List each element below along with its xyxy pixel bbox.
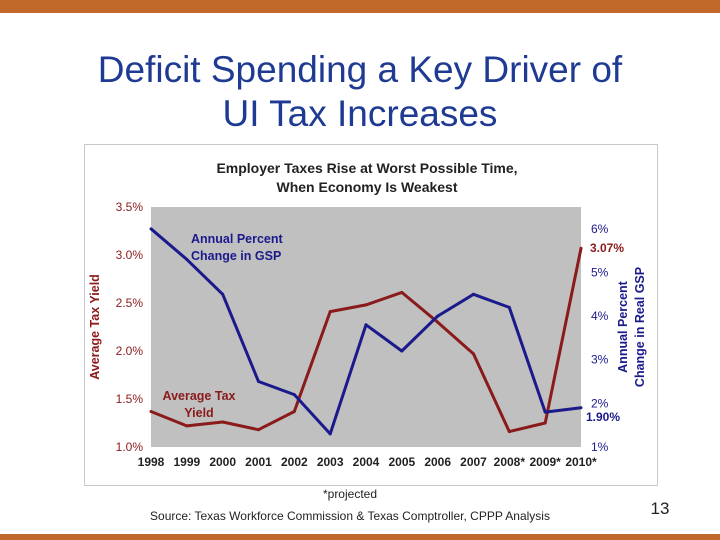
right-axis-label-line-1: Annual Percent	[616, 280, 630, 373]
gsp-change-point	[364, 323, 368, 327]
left-axis-label: Average Tax Yield	[88, 274, 102, 380]
tax-end-value-label: 3.07%	[590, 241, 624, 255]
right-axis-tick-label: 6%	[591, 222, 609, 236]
right-axis-label-line-2: Change in Real GSP	[633, 267, 647, 387]
top-accent-bar	[0, 0, 720, 13]
gsp-change-point	[257, 380, 260, 384]
gsp-change-point	[579, 406, 583, 410]
x-axis-tick-label: 2009*	[529, 455, 561, 469]
chart-title-line-2: When Economy Is Weakest	[276, 179, 457, 195]
x-axis-tick-label: 2008*	[494, 455, 526, 469]
tax-yield-point	[400, 290, 404, 294]
right-axis-tick-label: 1%	[591, 440, 609, 454]
x-axis-tick-label: 2003	[317, 455, 344, 469]
tax-yield-point	[185, 424, 189, 428]
x-axis-tick-label: 2007	[460, 455, 487, 469]
line-chart: Employer Taxes Rise at Worst Possible Ti…	[88, 160, 647, 469]
gsp-change-point	[185, 257, 189, 261]
tax-yield-point	[328, 310, 332, 314]
slide-title-line-2: UI Tax Increases	[222, 93, 498, 134]
tax-yield-point	[579, 246, 583, 250]
page-number: 13	[650, 499, 670, 518]
gsp-end-value-label: 1.90%	[586, 410, 620, 424]
gsp-change-point	[292, 393, 296, 397]
gsp-change-point	[328, 432, 332, 436]
chart-title-line-1: Employer Taxes Rise at Worst Possible Ti…	[216, 160, 517, 176]
tax-yield-point	[364, 303, 368, 307]
x-axis-tick-label: 2006	[424, 455, 451, 469]
tax-yield-point	[543, 421, 547, 425]
gsp-series-label-line-1: Annual Percent	[191, 232, 284, 246]
tax-series-label-line-1: Average Tax	[163, 389, 236, 403]
x-axis-tick-label: 2000	[209, 455, 236, 469]
left-axis-tick-label: 1.5%	[116, 392, 144, 406]
left-axis-tick-label: 1.0%	[116, 440, 144, 454]
gsp-change-point	[543, 410, 547, 414]
x-axis-tick-label: 2004	[353, 455, 380, 469]
tax-yield-point	[507, 430, 511, 434]
slide-title: Deficit Spending a Key Driver of UI Tax …	[40, 48, 680, 136]
bottom-accent-bar	[0, 534, 720, 540]
tax-yield-point	[292, 409, 296, 413]
x-axis-tick-label: 2001	[245, 455, 272, 469]
gsp-change-point	[507, 305, 511, 309]
left-axis-tick-label: 2.0%	[116, 344, 144, 358]
right-axis-tick-label: 5%	[591, 265, 609, 279]
gsp-series-label-line-2: Change in GSP	[191, 249, 281, 263]
right-axis-tick-label: 4%	[591, 309, 609, 323]
footnote: *projected	[322, 487, 378, 501]
x-axis-tick-label: 1998	[138, 455, 165, 469]
right-axis-tick-label: 2%	[591, 396, 609, 410]
chart-container: Employer Taxes Rise at Worst Possible Ti…	[84, 144, 658, 486]
gsp-change-point	[400, 349, 404, 353]
tax-yield-point	[221, 420, 225, 424]
source-citation: Source: Texas Workforce Commission & Tex…	[150, 509, 550, 523]
slide-title-line-1: Deficit Spending a Key Driver of	[97, 49, 623, 90]
gsp-change-point	[221, 292, 225, 296]
gsp-change-point	[472, 292, 475, 296]
tax-series-label-line-2: Yield	[184, 406, 213, 420]
x-axis-tick-label: 2002	[281, 455, 308, 469]
tax-yield-point	[472, 352, 475, 356]
left-axis-tick-label: 3.5%	[116, 200, 144, 214]
x-axis-tick-label: 2005	[388, 455, 415, 469]
tax-yield-point	[149, 409, 153, 413]
right-axis-tick-label: 3%	[591, 353, 609, 367]
x-axis-tick-label: 1999	[173, 455, 200, 469]
x-axis-tick-label: 2010*	[565, 455, 597, 469]
gsp-change-point	[149, 227, 153, 231]
left-axis-tick-label: 3.0%	[116, 248, 144, 262]
gsp-change-point	[436, 314, 440, 318]
tax-yield-point	[436, 320, 440, 324]
tax-yield-point	[257, 428, 260, 432]
left-axis-tick-label: 2.5%	[116, 296, 144, 310]
